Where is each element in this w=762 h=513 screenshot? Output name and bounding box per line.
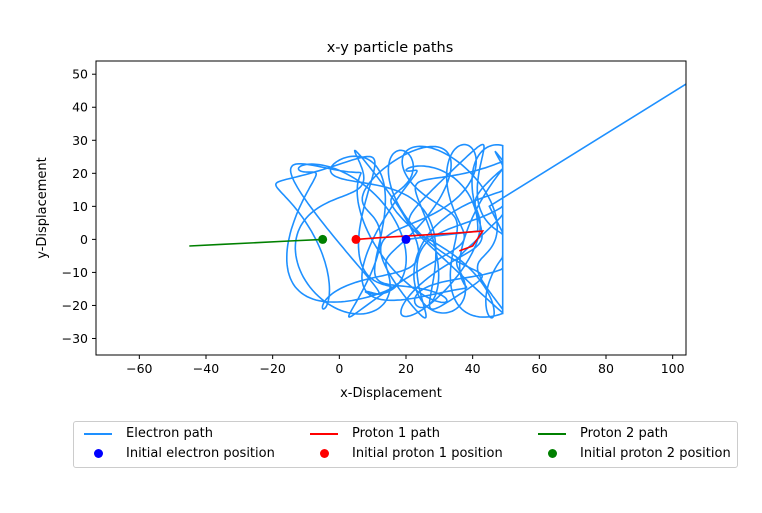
legend-label: Initial electron position (126, 446, 275, 461)
chart-title: x-y particle paths (327, 40, 454, 56)
x-tick-label: 80 (598, 361, 614, 376)
legend-label: Initial proton 1 position (352, 446, 503, 461)
legend-item-proton2-path: Proton 2 path (538, 426, 668, 441)
y-axis-label: y-Displacement (35, 157, 50, 259)
legend-item-proton1-path: Proton 1 path (310, 426, 440, 441)
legend-swatch-electron-path (84, 432, 112, 435)
legend-label: Electron path (126, 426, 214, 441)
proton1-path-line (355, 230, 485, 252)
legend-label: Proton 1 path (352, 426, 441, 441)
legend: Electron path Initial electron position … (73, 421, 738, 468)
legend-swatch-initial-proton2 (547, 449, 557, 458)
legend-item-initial-electron: Initial electron position (84, 446, 275, 461)
y-tick-label: 30 (72, 133, 88, 148)
electron-path-line (274, 83, 686, 319)
x-tick-label: 0 (335, 361, 343, 376)
y-tick-label: 10 (72, 199, 88, 214)
y-tick-label: −10 (62, 265, 88, 280)
y-tick-label: −20 (62, 298, 88, 313)
legend-label: Initial proton 2 position (580, 446, 731, 461)
x-tick-label: −60 (126, 361, 152, 376)
legend-swatch-initial-proton1 (319, 449, 329, 458)
legend-item-initial-proton1: Initial proton 1 position (310, 446, 503, 461)
initial-proton1-marker (351, 234, 361, 244)
y-tick-label: −30 (62, 331, 88, 346)
initial-proton2-marker (318, 234, 328, 244)
x-axis: −60 −40 −20 0 20 40 60 80 100 (126, 355, 685, 376)
marker-layer (318, 234, 411, 244)
x-tick-label: 40 (465, 361, 481, 376)
proton2-path-line (189, 238, 323, 247)
x-tick-label: 60 (531, 361, 547, 376)
x-tick-label: −20 (259, 361, 285, 376)
plot-frame (95, 60, 687, 356)
x-axis-label: x-Displacement (340, 386, 442, 401)
legend-swatch-proton1-path (310, 432, 338, 435)
legend-swatch-proton2-path (538, 432, 566, 435)
y-tick-label: 0 (80, 232, 88, 247)
x-tick-label: 20 (398, 361, 414, 376)
x-tick-label: 100 (661, 361, 685, 376)
legend-swatch-initial-electron (93, 449, 103, 458)
legend-label: Proton 2 path (580, 426, 669, 441)
y-tick-label: 20 (72, 166, 88, 181)
y-tick-label: 50 (72, 67, 88, 82)
x-tick-label: −40 (193, 361, 219, 376)
plot-area (189, 83, 686, 319)
initial-electron-marker (401, 234, 411, 244)
legend-item-electron-path: Electron path (84, 426, 213, 441)
y-tick-label: 40 (72, 100, 88, 115)
y-axis: −30 −20 −10 0 10 20 30 40 50 (62, 67, 96, 346)
legend-item-initial-proton2: Initial proton 2 position (538, 446, 731, 461)
